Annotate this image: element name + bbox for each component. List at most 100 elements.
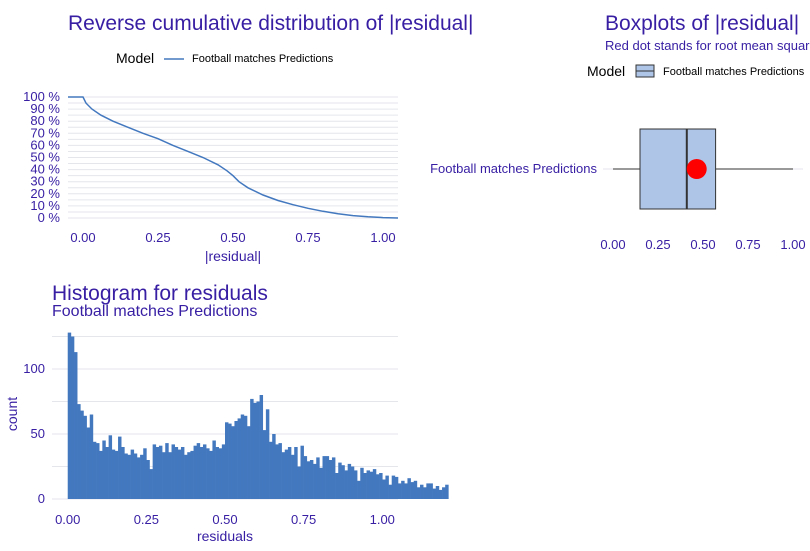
ecdf-y-tick-label: 80 %	[30, 113, 60, 128]
histogram-bar	[375, 474, 380, 499]
histogram-bar	[102, 440, 106, 499]
histogram-bar	[67, 332, 72, 499]
histogram-bar	[259, 395, 264, 499]
histogram-x-ticks: 0.00 0.25 0.50 0.75 1.00	[55, 512, 395, 527]
histogram-x-axis-label: residuals	[197, 528, 253, 544]
histogram-bar	[360, 467, 364, 499]
histogram-bar	[435, 486, 440, 499]
histogram-bar	[445, 484, 449, 499]
histogram-bar	[136, 457, 141, 499]
histogram-y-tick-label: 50	[31, 426, 45, 441]
histogram-bar	[416, 487, 421, 499]
ecdf-x-ticks: 0.00 0.25 0.50 0.75 1.00	[70, 230, 395, 245]
histogram-bar	[382, 479, 386, 499]
histogram-bar	[127, 454, 131, 499]
histogram-bar	[269, 441, 273, 499]
histogram-bar	[124, 453, 128, 499]
ecdf-y-tick-label: 0 %	[38, 210, 61, 225]
histogram-bar	[89, 414, 94, 499]
ecdf-x-tick-label: 0.50	[220, 230, 245, 245]
ecdf-x-tick-label: 1.00	[370, 230, 395, 245]
histogram-bar	[300, 445, 304, 499]
histogram-bar	[105, 447, 109, 499]
histogram-bar	[247, 426, 251, 499]
histogram-x-tick-label: 0.00	[55, 512, 80, 527]
histogram-bar	[209, 450, 213, 499]
histogram-bar	[322, 456, 326, 499]
histogram-bar	[357, 480, 361, 499]
histogram-bar	[423, 487, 427, 499]
histogram-bar	[407, 478, 411, 499]
boxplot-x-tick-label: 0.25	[645, 237, 670, 252]
histogram-bar	[237, 418, 242, 499]
ecdf-x-tick-label: 0.75	[295, 230, 320, 245]
histogram-bar	[394, 476, 399, 499]
histogram-bar	[152, 444, 157, 499]
histogram-bar	[83, 415, 87, 499]
histogram-bar	[70, 336, 75, 499]
histogram-bar	[438, 489, 443, 499]
boxplot-legend-title: Model	[587, 63, 625, 79]
histogram-bar	[228, 423, 232, 499]
ecdf-title: Reverse cumulative distribution of |resi…	[68, 12, 473, 35]
histogram-bar	[225, 422, 229, 499]
histogram-bar	[391, 475, 396, 499]
histogram-bar	[190, 450, 194, 499]
histogram-bar	[426, 483, 430, 499]
histogram-bar	[401, 480, 405, 499]
histogram-bar	[319, 467, 323, 499]
histogram-bar	[196, 443, 201, 499]
histogram-bar	[309, 460, 314, 499]
histogram-bar	[184, 454, 188, 499]
histogram-bars	[67, 332, 449, 499]
histogram-bar	[413, 480, 418, 499]
histogram-bar	[231, 426, 235, 499]
histogram-bar	[281, 452, 286, 499]
histogram-y-ticks: 0 50 100	[23, 361, 45, 506]
histogram-panel: Histogram for residuals Football matches…	[4, 282, 449, 544]
histogram-bar	[294, 447, 298, 499]
histogram-bar	[306, 461, 311, 499]
histogram-bar	[143, 448, 147, 499]
boxplot-x-ticks: 0.00 0.25 0.50 0.75 1.00	[600, 237, 805, 252]
histogram-bar	[218, 448, 223, 499]
ecdf-y-tick-label: 50 %	[30, 150, 60, 165]
histogram-bar	[250, 398, 254, 499]
histogram-bar	[177, 449, 182, 499]
histogram-x-tick-label: 0.50	[212, 512, 237, 527]
ecdf-gridlines	[68, 96, 398, 219]
boxplot-legend-label: Football matches Predictions	[663, 66, 805, 78]
histogram-bar	[369, 471, 374, 499]
histogram-bar	[221, 444, 226, 499]
ecdf-y-tick-label: 70 %	[30, 125, 60, 140]
ecdf-x-tick-label: 0.25	[145, 230, 170, 245]
histogram-bar	[442, 487, 446, 499]
histogram-bar	[149, 469, 153, 499]
histogram-bar	[234, 421, 238, 499]
histogram-bar	[272, 434, 276, 499]
histogram-bar	[344, 470, 348, 499]
histogram-bar	[363, 473, 367, 499]
histogram-bar	[96, 443, 100, 499]
histogram-bar	[92, 441, 97, 499]
boxplot-x-tick-label: 1.00	[780, 237, 805, 252]
ecdf-x-axis-label: |residual|	[205, 248, 261, 264]
histogram-bar	[262, 430, 267, 499]
histogram-bar	[206, 448, 210, 499]
histogram-bar	[335, 473, 339, 499]
ecdf-legend-label: Football matches Predictions	[192, 53, 334, 65]
histogram-bar	[187, 452, 191, 499]
histogram-bar	[372, 469, 377, 499]
histogram-bar	[275, 444, 279, 499]
boxplot-x-tick-label: 0.50	[690, 237, 715, 252]
histogram-bar	[313, 463, 317, 499]
histogram-bar	[215, 447, 220, 499]
histogram-bar	[291, 454, 295, 499]
histogram-bar	[353, 470, 358, 499]
histogram-bar	[331, 457, 336, 499]
histogram-bar	[121, 447, 125, 499]
histogram-bar	[303, 456, 308, 499]
histogram-bar	[158, 445, 163, 499]
boxplot-rmse-dot	[686, 159, 707, 179]
histogram-bar	[341, 465, 345, 499]
